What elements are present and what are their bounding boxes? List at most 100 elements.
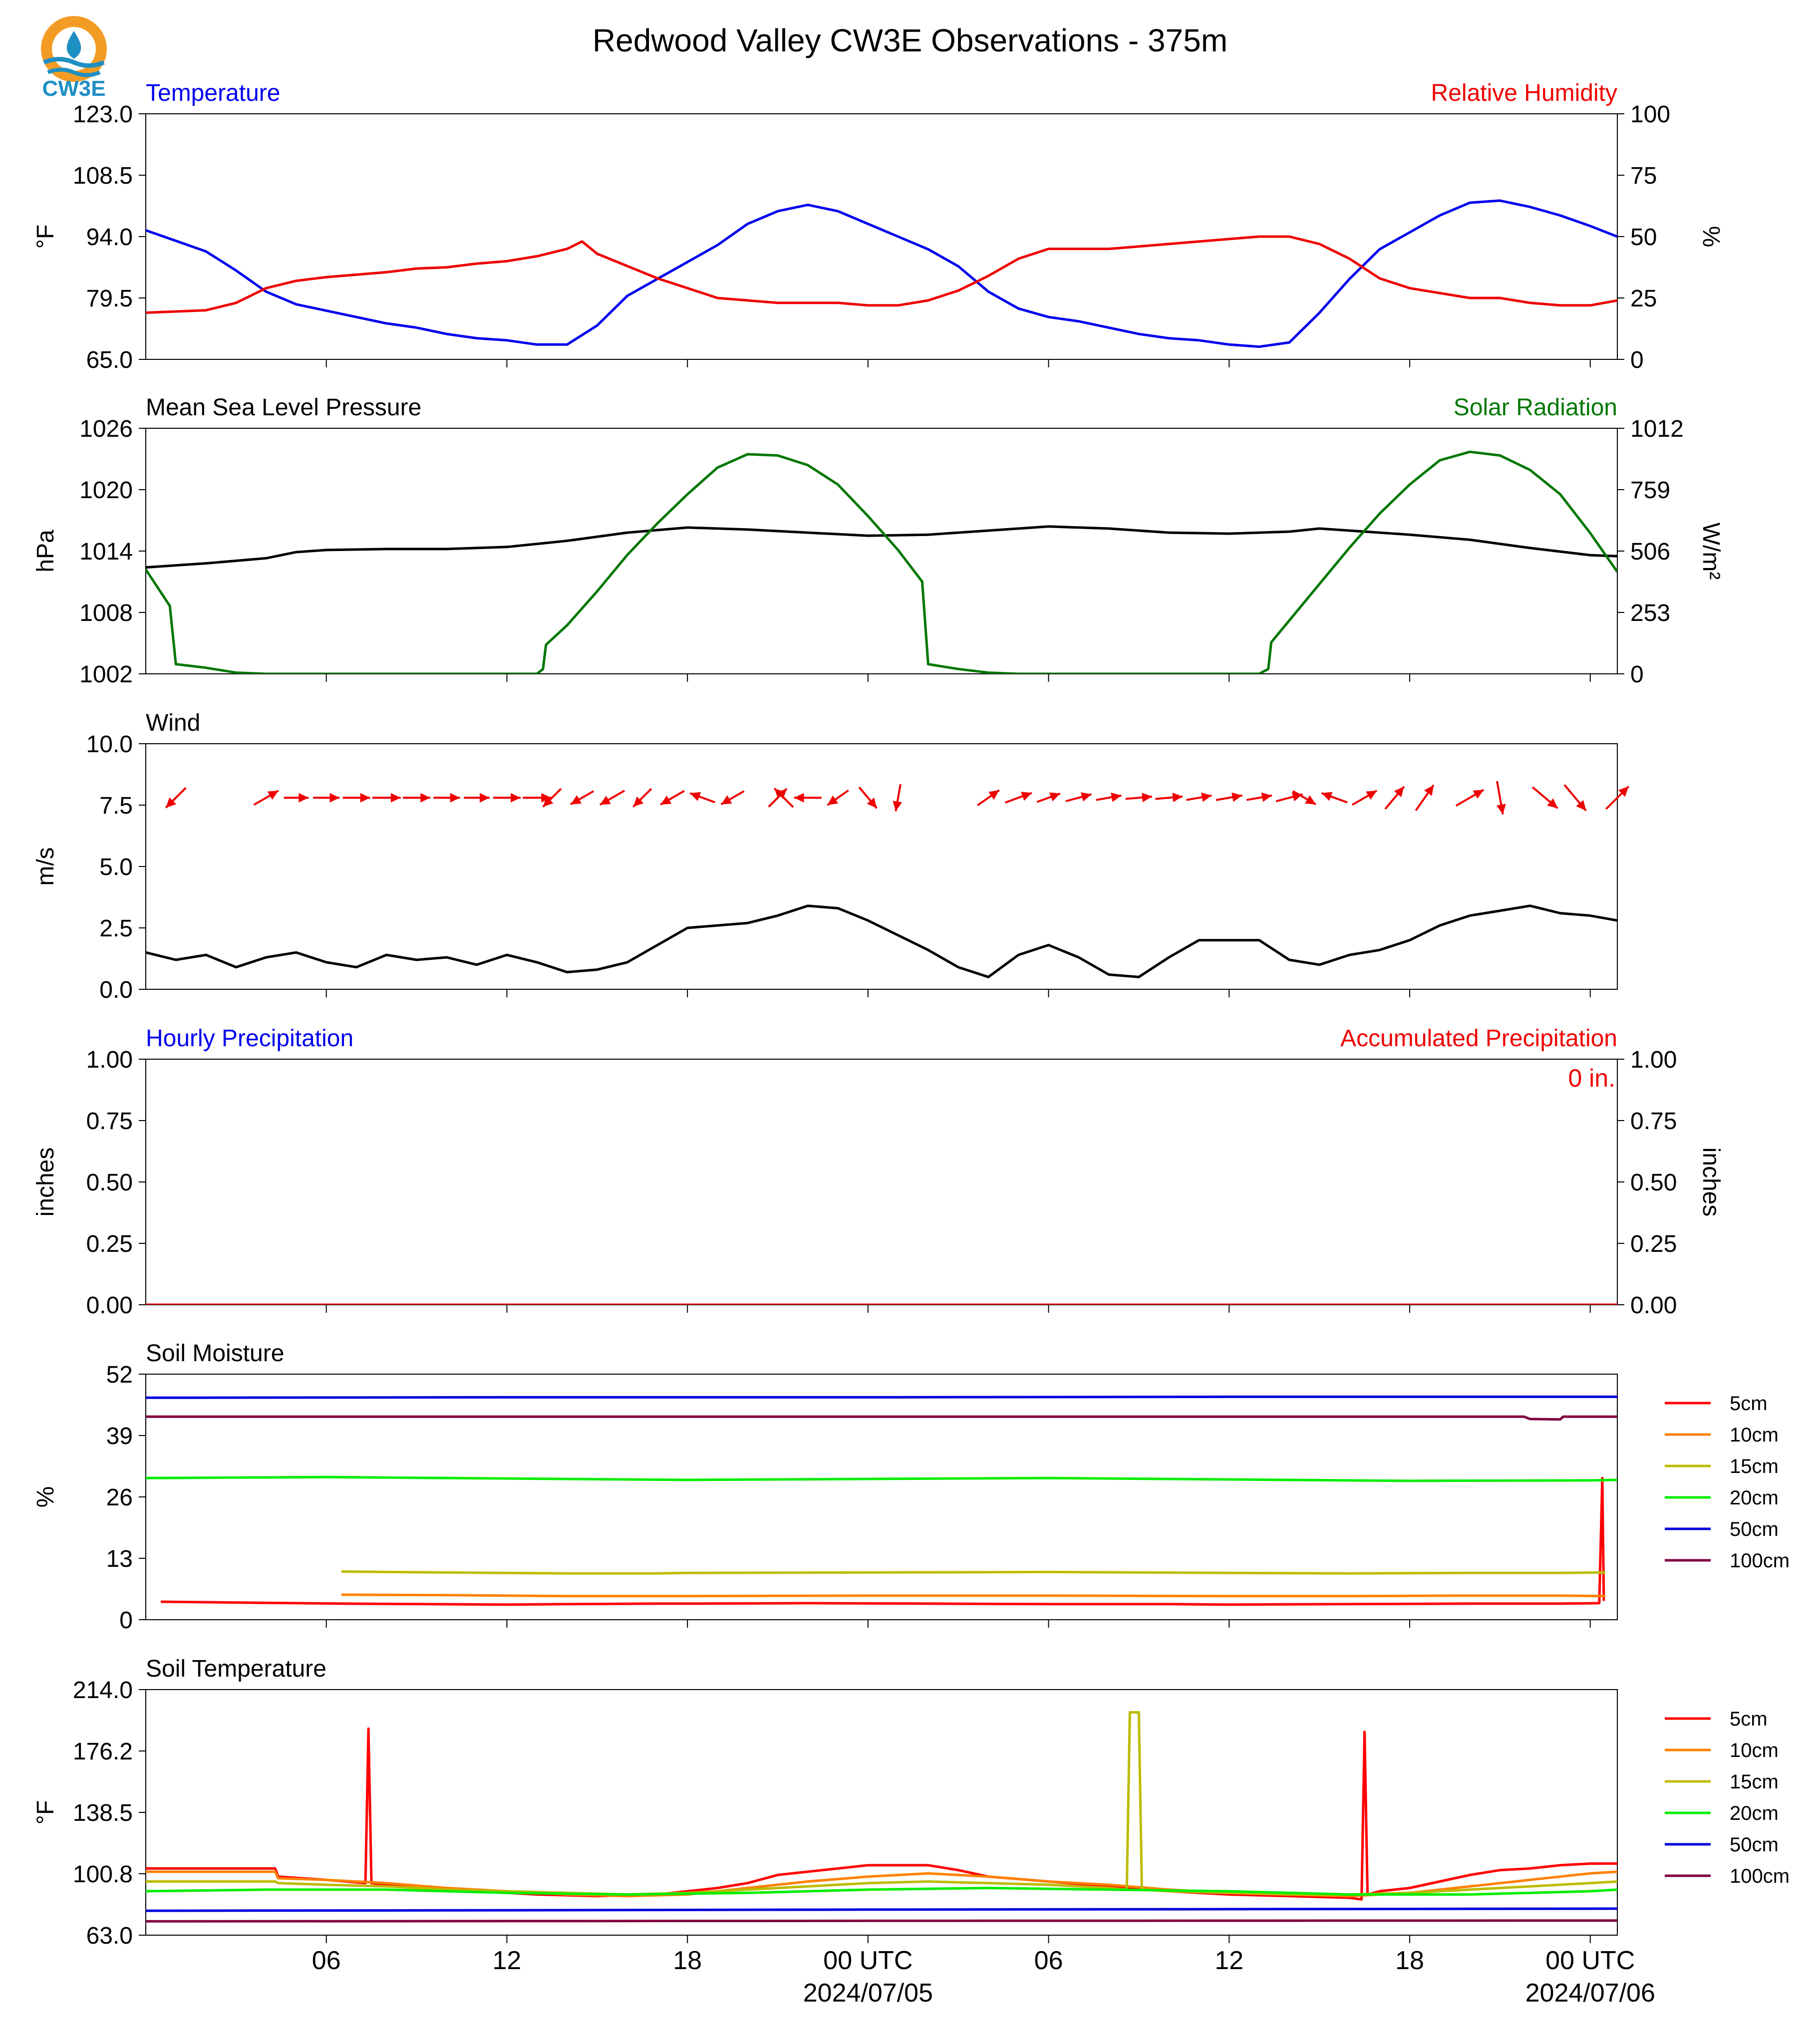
- y-tick-label-left: 1008: [79, 600, 133, 626]
- panel-title-right: Accumulated Precipitation: [1340, 1025, 1617, 1052]
- y-tick-label-left: 138.5: [73, 1800, 133, 1826]
- y-tick-label-left: 1014: [79, 539, 133, 565]
- series-line-10cm: [341, 1593, 1605, 1598]
- series-line-50cm: [146, 1907, 1617, 1912]
- wind-arrow: [1292, 790, 1317, 806]
- wind-arrow: [1384, 786, 1405, 810]
- y-tick-label-left: 100.8: [73, 1861, 133, 1888]
- x-tick-label: 18: [1395, 1946, 1424, 1975]
- wind-arrow-head: [1081, 792, 1092, 802]
- y-tick-label-right: 0.25: [1630, 1231, 1677, 1257]
- y-axis-label-left: inches: [32, 1148, 59, 1217]
- legend-label: 5cm: [1730, 1708, 1768, 1730]
- logo-drop-icon: [66, 31, 81, 59]
- wind-arrow-head: [543, 796, 554, 807]
- y-tick-label-right: 0.00: [1630, 1292, 1677, 1319]
- y-tick-label-left: 176.2: [73, 1738, 133, 1765]
- y-tick-label-right: 75: [1630, 163, 1657, 189]
- panel-temp_rh: 65.0 79.5 94.0 108.5 123.0 0 25 50 75 100 Temperat…: [32, 80, 1724, 373]
- panel-title-left: Hourly Precipitation: [146, 1025, 353, 1052]
- panel-pressure_solar: 1002 1008 1014 1020 1026 0 253 506 759 1012 Mean S…: [32, 394, 1724, 688]
- wind-arrow: [1125, 793, 1153, 803]
- x-date-label: 2024/07/05: [803, 1979, 933, 2008]
- series-line-mean-sea-level-pressure: [146, 525, 1617, 569]
- wind-arrow: [858, 786, 878, 809]
- y-tick-label-left: 214.0: [73, 1677, 133, 1704]
- wind-arrow: [1186, 792, 1212, 802]
- legend-label: 10cm: [1730, 1424, 1779, 1446]
- wind-arrow: [1496, 781, 1506, 815]
- legend-label: 100cm: [1730, 1865, 1790, 1887]
- wind-arrow-head: [1261, 792, 1272, 802]
- y-tick-label-left: 108.5: [73, 163, 133, 189]
- x-tick-label: 06: [1034, 1946, 1063, 1975]
- wind-arrow: [1155, 793, 1183, 803]
- wind-arrow-head: [329, 793, 340, 803]
- y-tick-label-left: 0.25: [86, 1231, 133, 1257]
- x-tick-label: 12: [493, 1946, 522, 1975]
- wind-arrow-head: [1366, 791, 1377, 800]
- legend-label: 20cm: [1730, 1802, 1779, 1824]
- wind-arrow: [1352, 790, 1378, 806]
- wind-arrow: [893, 784, 903, 812]
- legend-label: 10cm: [1730, 1739, 1779, 1761]
- logo-wave-icon: [43, 57, 105, 68]
- legend-label: 50cm: [1730, 1518, 1779, 1540]
- series-line-100cm: [146, 1415, 1617, 1421]
- wind-arrow-head: [893, 801, 903, 812]
- series-line-5cm: [161, 1476, 1605, 1606]
- x-date-label: 2024/07/06: [1525, 1979, 1655, 2008]
- wind-arrow: [493, 793, 521, 803]
- y-axis-label-right: W/m²: [1698, 523, 1724, 580]
- wind-arrow-head: [867, 798, 877, 809]
- wind-arrow: [773, 788, 794, 808]
- wind-arrow: [1455, 789, 1485, 807]
- wind-arrow-head: [1201, 792, 1212, 802]
- y-axis-label-left: °F: [32, 225, 59, 249]
- logo-text: CW3E: [42, 76, 105, 101]
- panel-soil_temperature: 63.0 100.8 138.5 176.2 214.0 Soil Temperature…: [32, 1656, 1790, 1949]
- y-axis-label-right: inches: [1698, 1148, 1724, 1217]
- wind-arrow: [977, 789, 1000, 807]
- wind-arrow-head: [1111, 792, 1122, 802]
- y-tick-label-left: 0.50: [86, 1169, 133, 1196]
- wind-arrow-head: [1547, 798, 1558, 809]
- y-tick-label-left: 1020: [79, 477, 133, 504]
- y-axis-label-left: hPa: [32, 530, 59, 573]
- wind-arrow: [827, 789, 849, 806]
- panel-soil_moisture: 0 13 26 39 52 Soil Moisture% 5cm 10cm 15cm 20cm 50…: [32, 1340, 1790, 1634]
- wind-arrow: [689, 792, 715, 804]
- y-tick-label-right: 0: [1630, 661, 1644, 688]
- legend-label: 100cm: [1730, 1550, 1790, 1572]
- wind-arrow: [1004, 792, 1032, 804]
- y-tick-label-left: 52: [106, 1362, 133, 1388]
- wind-arrow-head: [1305, 795, 1316, 805]
- wind-arrow: [464, 793, 490, 803]
- wind-arrow-head: [660, 795, 672, 805]
- series-line-20cm: [146, 1887, 1617, 1896]
- wind-arrow: [165, 787, 187, 809]
- wind-arrow: [1036, 792, 1061, 803]
- y-tick-label-left: 1026: [79, 416, 133, 442]
- wind-arrow: [253, 790, 279, 806]
- y-tick-label-right: 100: [1630, 101, 1670, 128]
- y-tick-label-left: 10.0: [86, 731, 133, 758]
- logo-wave-icon: [47, 67, 101, 77]
- legend-label: 15cm: [1730, 1455, 1779, 1477]
- y-tick-label-left: 0.0: [99, 977, 133, 1003]
- wind-arrow-head: [480, 793, 490, 803]
- wind-arrow-head: [1049, 792, 1060, 802]
- wind-arrow: [720, 790, 745, 806]
- panel-wind: 0.0 2.5 5.0 7.5 10.0 Wind m/s: [32, 710, 1630, 1003]
- y-tick-label-left: 2.5: [99, 915, 133, 942]
- wind-arrow-head: [1021, 792, 1032, 801]
- series-line-temperature: [146, 199, 1617, 348]
- y-tick-label-left: 5.0: [99, 854, 133, 880]
- y-tick-label-left: 26: [106, 1484, 133, 1511]
- y-tick-label-right: 50: [1630, 224, 1657, 251]
- x-tick-label: 00 UTC: [1545, 1946, 1635, 1975]
- wind-arrow: [794, 793, 822, 803]
- panel-title-left: Temperature: [146, 80, 280, 106]
- wind-arrow: [284, 793, 309, 803]
